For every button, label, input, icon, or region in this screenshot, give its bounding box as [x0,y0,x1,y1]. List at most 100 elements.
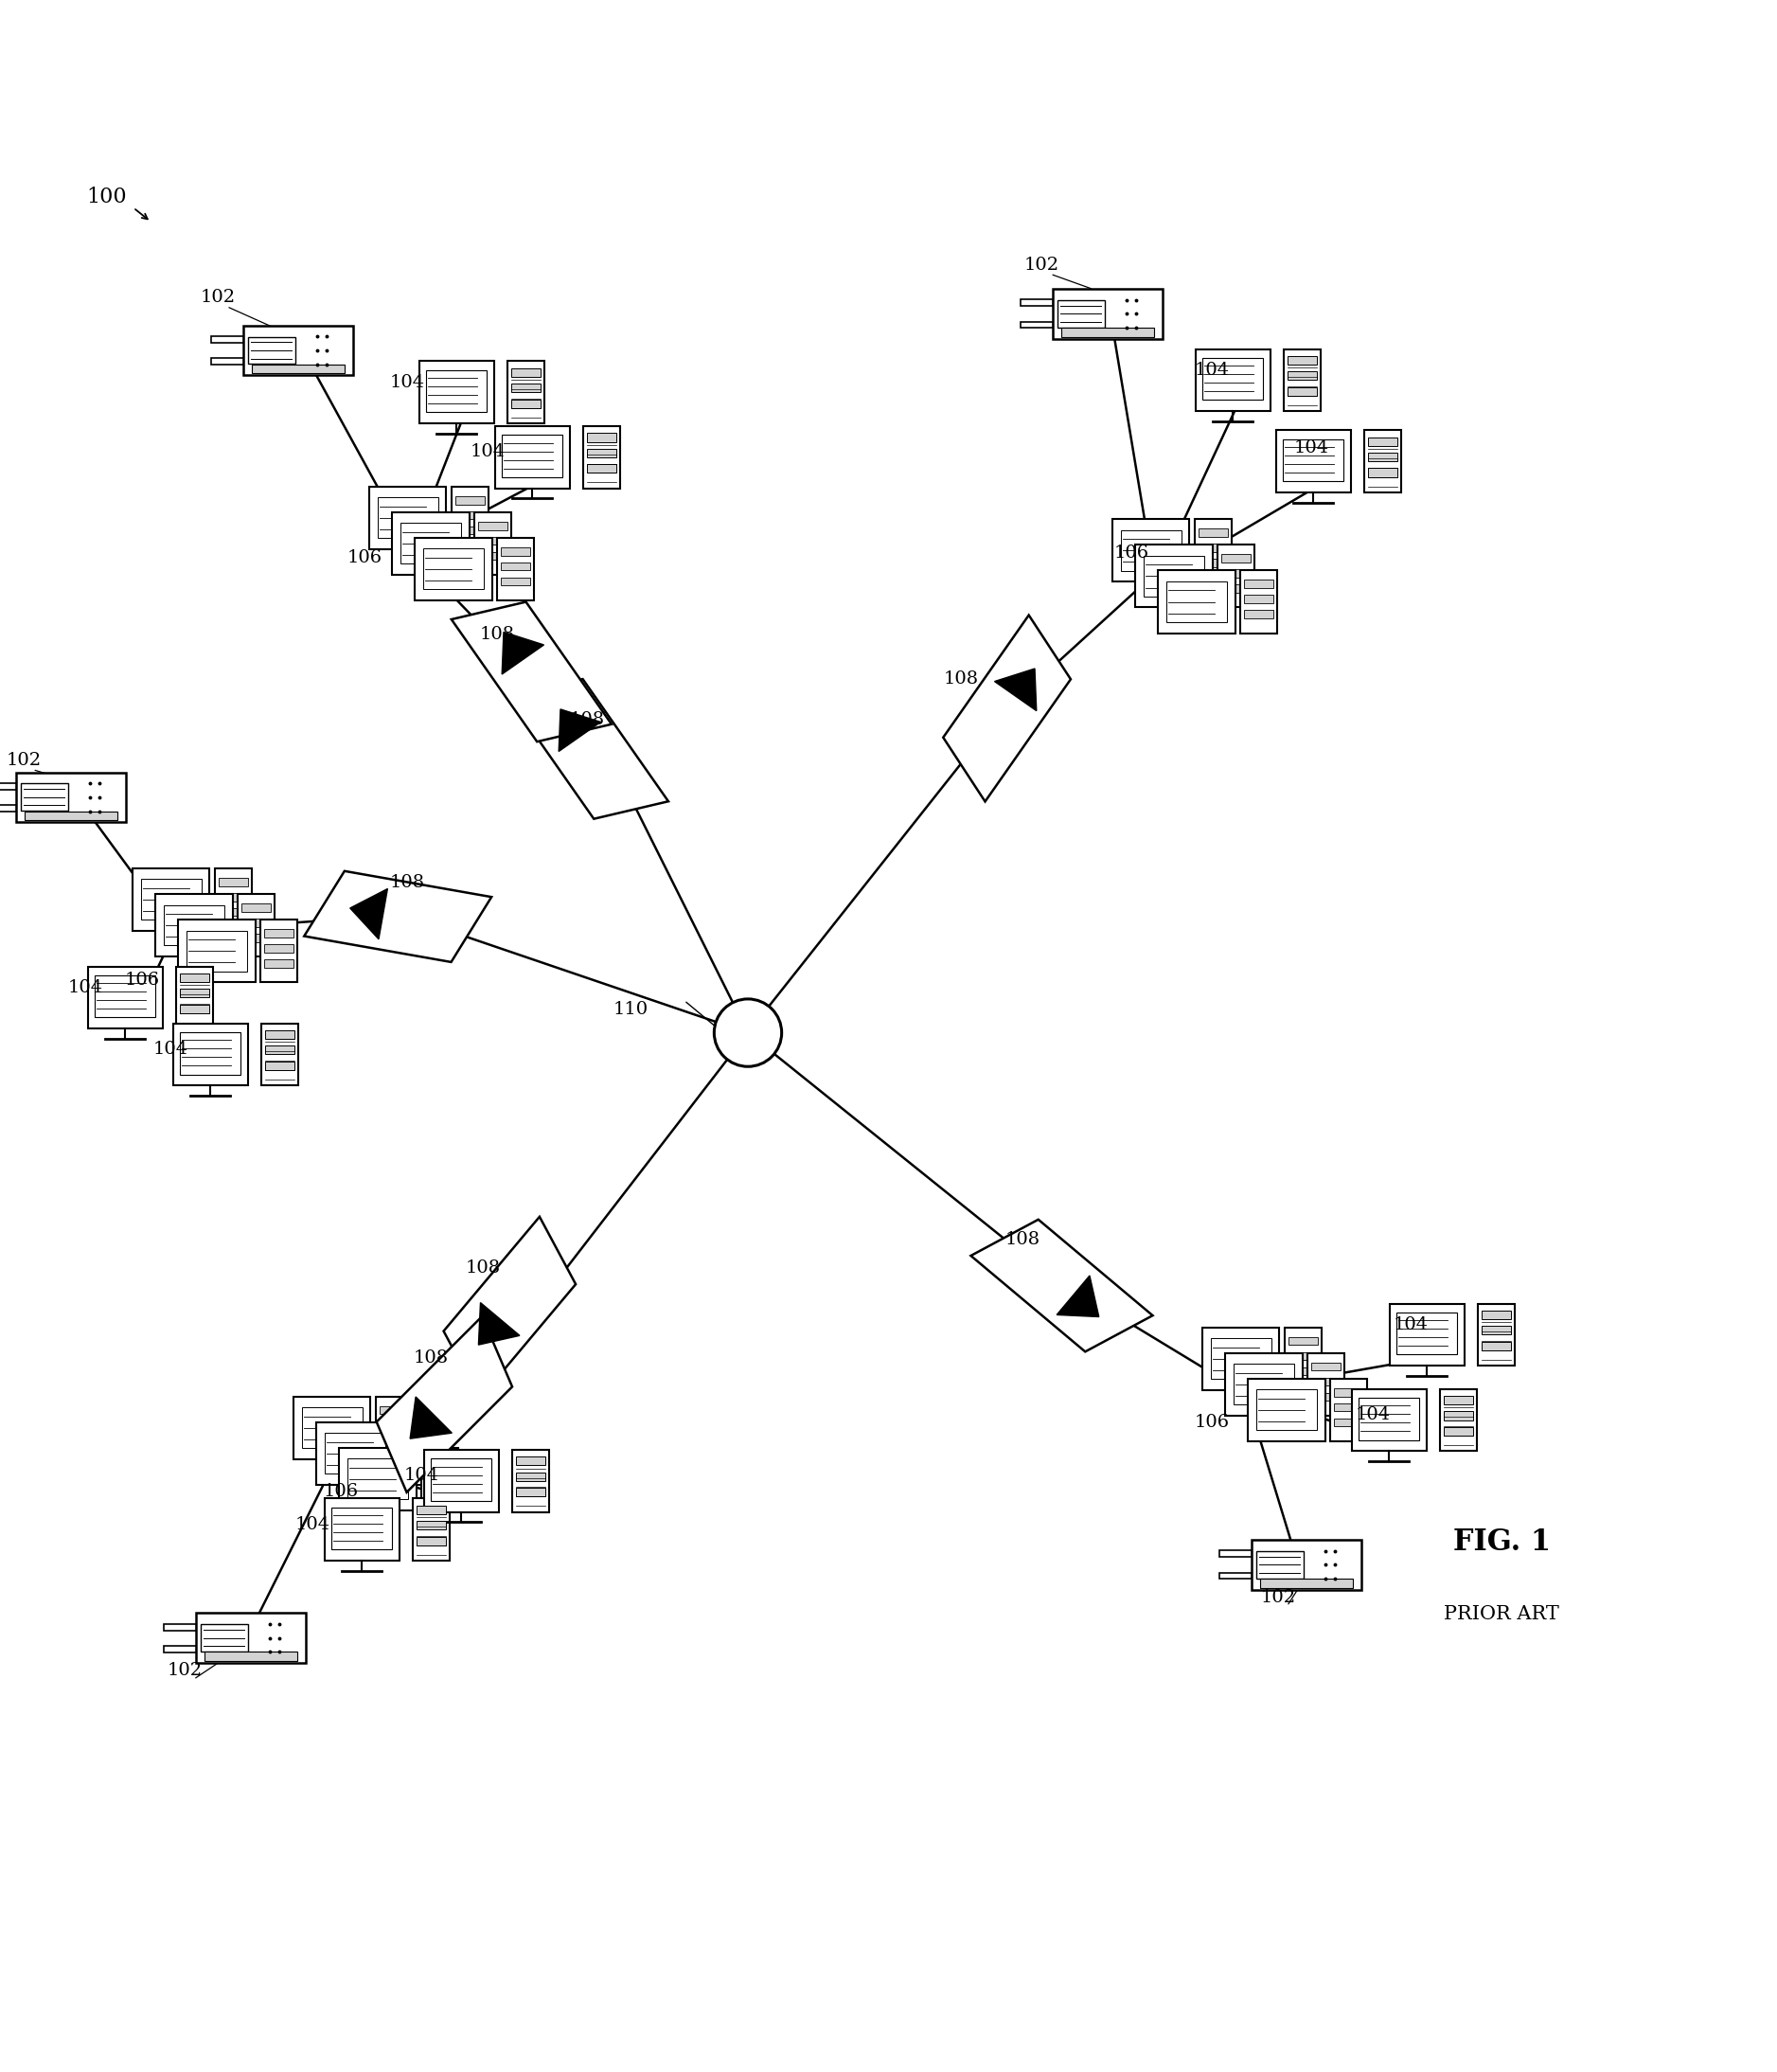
Bar [1477,1303,1514,1365]
Bar [1244,580,1274,588]
Bar [1217,545,1255,607]
Bar [1287,387,1317,396]
Bar [478,537,508,545]
Polygon shape [444,1216,576,1399]
Bar [515,1488,546,1496]
Bar [423,549,483,588]
Bar [219,908,249,916]
Bar [1352,1388,1427,1450]
Bar [172,1024,247,1086]
Text: 104: 104 [68,980,103,997]
Text: 104: 104 [469,443,505,460]
Text: 104: 104 [295,1517,331,1533]
Bar [1331,1378,1367,1442]
Bar [16,773,126,823]
Bar [316,1421,393,1486]
Bar [163,1645,195,1651]
Bar [501,435,563,477]
Bar [1283,439,1343,481]
Bar [187,930,247,972]
Bar [425,1488,455,1496]
Bar [512,1450,549,1513]
Bar [219,879,249,887]
Bar [1199,528,1228,537]
Bar [425,1450,499,1513]
Text: PRIOR ART: PRIOR ART [1445,1604,1558,1622]
Bar [261,1024,299,1086]
Text: 104: 104 [1393,1316,1429,1334]
Bar [156,895,233,957]
Bar [494,427,569,489]
Bar [1203,358,1263,400]
Bar [1287,371,1317,379]
Bar [1287,356,1317,365]
Bar [1020,300,1054,307]
Bar [455,512,485,520]
Bar [1251,1539,1361,1589]
Bar [402,1461,432,1469]
Text: 108: 108 [414,1349,448,1365]
Bar [1240,570,1278,634]
Bar [325,1498,400,1560]
Bar [455,526,485,535]
Bar [1020,321,1054,327]
Bar [242,934,272,943]
Bar [402,1432,432,1440]
Bar [25,810,117,821]
Polygon shape [1057,1276,1098,1318]
Text: 104: 104 [403,1467,439,1484]
Circle shape [714,999,782,1067]
Bar [261,920,297,982]
Bar [1368,452,1397,462]
Bar [586,450,617,458]
Bar [455,495,485,503]
Text: 104: 104 [1194,363,1230,379]
Text: 106: 106 [1194,1415,1230,1432]
Bar [1288,1336,1319,1345]
Bar [1057,300,1105,327]
Text: 106: 106 [124,972,160,988]
Bar [1247,1378,1326,1442]
Bar [380,1407,409,1415]
Bar [425,1473,455,1479]
Bar [1112,520,1189,582]
Bar [512,383,540,392]
Bar [451,487,489,549]
Bar [501,578,531,586]
Bar [393,512,469,576]
Bar [515,1457,546,1465]
Bar [347,1459,409,1500]
Bar [265,1030,295,1038]
Bar [416,1537,446,1546]
Text: FIG. 1: FIG. 1 [1454,1527,1550,1558]
Text: 108: 108 [569,711,604,729]
Polygon shape [350,889,387,939]
Bar [1439,1388,1477,1450]
Bar [179,988,210,997]
Bar [293,1397,371,1459]
Bar [416,539,492,601]
Bar [425,1457,455,1465]
Bar [211,358,243,365]
Text: 108: 108 [1004,1231,1040,1249]
Bar [163,905,224,945]
Text: 106: 106 [1114,545,1150,562]
Text: 102: 102 [1024,257,1059,274]
Bar [1143,555,1205,597]
Bar [1256,1552,1304,1579]
Bar [176,966,213,1028]
Bar [1335,1417,1363,1426]
Bar [265,945,293,953]
Bar [1390,1303,1464,1365]
Bar [243,325,354,375]
Bar [512,369,540,377]
Bar [1443,1397,1473,1405]
Bar [1199,559,1228,568]
Bar [201,1624,249,1651]
Bar [1219,1550,1251,1558]
Text: 108: 108 [944,671,979,688]
Bar [1233,1363,1295,1405]
Bar [1219,1573,1251,1579]
Text: 104: 104 [1356,1407,1390,1423]
Bar [419,361,494,423]
